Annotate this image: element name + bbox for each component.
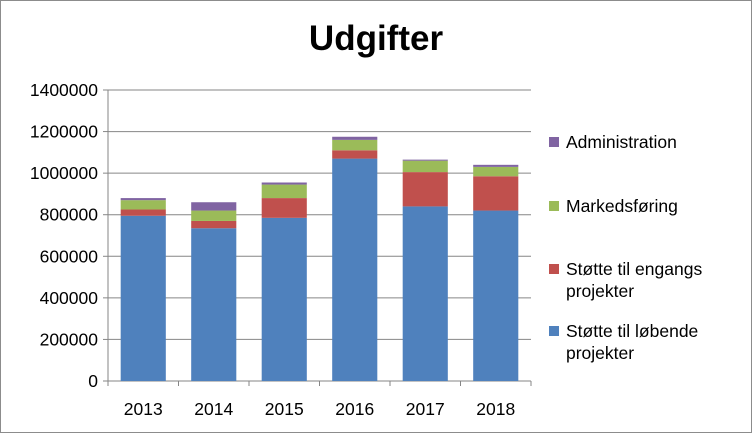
bar-2014-series-1 [191, 220, 237, 229]
bar-2018-series-0 [473, 210, 519, 381]
bar-2014-series-3 [191, 202, 237, 211]
y-tick-label: 1200000 [30, 122, 98, 142]
legend-swatch [549, 264, 559, 274]
y-tick-label: 1400000 [30, 80, 98, 100]
bar-2016-series-2 [332, 139, 378, 151]
bar-2013-series-2 [120, 200, 166, 210]
y-tick-label: 200000 [40, 329, 99, 349]
legend-label: Administration [566, 132, 677, 152]
x-tick-label: 2015 [265, 399, 304, 419]
bar-2017-series-2 [402, 160, 448, 173]
x-tick-label: 2014 [194, 399, 233, 419]
bar-2016-series-0 [332, 158, 378, 381]
bar-2015-series-2 [261, 184, 307, 199]
legend-item-lobende: Støtte til løbende projekter [549, 320, 746, 364]
bar-2014-series-0 [191, 228, 237, 381]
y-tick-label: 1000000 [30, 163, 98, 183]
y-tick-label: 0 [88, 371, 98, 391]
y-tick-label: 400000 [40, 288, 99, 308]
y-tick-label: 600000 [40, 246, 99, 266]
bar-2014-series-2 [191, 210, 237, 221]
x-tick-label: 2013 [124, 399, 163, 419]
bar-2018-series-1 [473, 176, 519, 211]
legend-swatch [549, 326, 559, 336]
bar-2015-series-0 [261, 217, 307, 381]
legend-item-administration: Administration [549, 131, 677, 153]
bar-2017-series-3 [402, 159, 448, 161]
bar-2016-series-3 [332, 136, 378, 140]
legend-label: Markedsføring [566, 196, 678, 216]
bar-2015-series-3 [261, 182, 307, 185]
bar-2018-series-2 [473, 166, 519, 177]
legend-label: Støtte til løbende projekter [566, 321, 699, 363]
bar-2013-series-1 [120, 209, 166, 216]
bar-2017-series-0 [402, 206, 448, 381]
x-tick-label: 2016 [335, 399, 374, 419]
chart-title: Udgifter [308, 19, 444, 58]
legend-label: Støtte til engangs projekter [566, 259, 703, 301]
bar-2013-series-0 [120, 215, 166, 381]
x-tick-label: 2017 [406, 399, 445, 419]
bar-2017-series-1 [402, 172, 448, 207]
x-tick-label: 2018 [476, 399, 515, 419]
bar-2013-series-3 [120, 198, 166, 201]
bar-2015-series-1 [261, 198, 307, 218]
legend-swatch [549, 137, 559, 147]
legend-swatch [549, 201, 559, 211]
bar-2016-series-1 [332, 150, 378, 159]
legend-item-engangs: Støtte til engangs projekter [549, 258, 736, 302]
legend-item-markedsforing: Markedsføring [549, 195, 678, 217]
bar-2018-series-3 [473, 164, 519, 167]
y-tick-label: 800000 [40, 205, 99, 225]
